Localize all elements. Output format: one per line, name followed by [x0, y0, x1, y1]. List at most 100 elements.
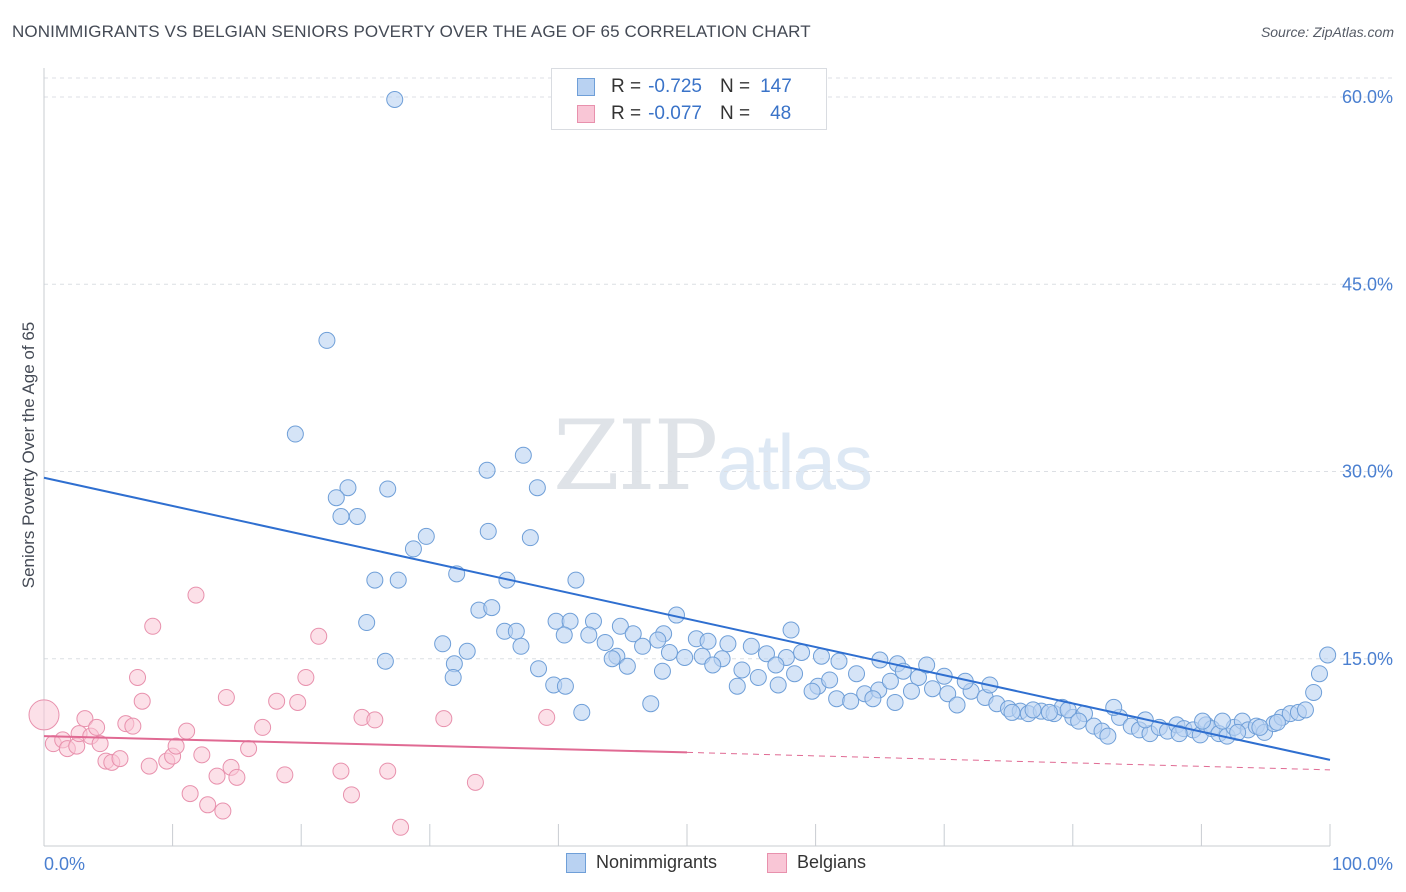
belgians-point: [124, 717, 142, 735]
nonimmigrants-point: [803, 682, 821, 700]
nonimmigrants-point: [634, 637, 652, 655]
stats-row-nonimmigrants: R = -0.725 N = 147: [552, 75, 792, 99]
stats-swatch-blue: [577, 78, 595, 96]
belgians-point: [76, 710, 94, 728]
x-tick-label: 0.0%: [44, 854, 85, 874]
belgians-point: [208, 767, 226, 785]
nonimmigrants-point: [886, 693, 904, 711]
belgians-point: [276, 766, 294, 784]
legend-label: Belgians: [797, 852, 867, 872]
belgians-point: [217, 688, 235, 706]
stats-swatch-pink: [577, 105, 595, 123]
nonimmigrants-point: [793, 644, 811, 662]
nonimmigrants-point: [555, 626, 573, 644]
nonimmigrants-point: [379, 480, 397, 498]
nonimmigrants-point: [521, 529, 539, 547]
y-axis-label: Seniors Poverty Over the Age of 65: [19, 321, 38, 589]
nonimmigrants-point: [848, 665, 866, 683]
y-tick-label: 15.0%: [1342, 649, 1393, 669]
nonimmigrants-point: [286, 425, 304, 443]
nonimmigrants-point: [749, 668, 767, 686]
belgians-point: [144, 617, 162, 635]
nonimmigrants-point: [611, 617, 629, 635]
nonimmigrants-point: [603, 650, 621, 668]
nonimmigrants-point: [699, 632, 717, 650]
nonimmigrants-point: [483, 599, 501, 617]
nonimmigrants-trend-line: [43, 476, 1331, 761]
nonimmigrants-point: [842, 692, 860, 710]
nonimmigrants-point: [1099, 727, 1117, 745]
nonimmigrants-point: [1003, 703, 1021, 721]
stats-r-value: -0.725: [648, 76, 702, 97]
stats-n-label: N =: [719, 103, 751, 124]
nonimmigrants-point: [348, 507, 366, 525]
nonimmigrants-point: [719, 635, 737, 653]
nonimmigrants-point: [1040, 703, 1058, 721]
legend-swatch-pink: [767, 852, 787, 873]
nonimmigrants-point: [434, 635, 452, 653]
y-tick-label: 30.0%: [1342, 462, 1393, 482]
nonimmigrants-point: [1213, 712, 1231, 730]
belgians-point: [310, 627, 328, 645]
nonimmigrants-point: [821, 671, 839, 689]
belgians-trend-line: [43, 735, 688, 754]
nonimmigrants-point: [924, 680, 942, 698]
stats-n-value: 147: [760, 76, 792, 97]
nonimmigrants-point: [332, 507, 350, 525]
nonimmigrants-point: [386, 90, 404, 108]
belgians-point: [181, 785, 199, 803]
nonimmigrants-point: [769, 676, 787, 694]
belgians-point: [332, 762, 350, 780]
belgians-point: [435, 710, 453, 728]
belgians-point: [228, 768, 246, 786]
nonimmigrants-point: [864, 690, 882, 708]
nonimmigrants-point: [733, 661, 751, 679]
nonimmigrants-point: [318, 331, 336, 349]
belgians-point: [28, 699, 60, 731]
nonimmigrants-point: [786, 665, 804, 683]
legend-item-nonimmigrants[interactable]: Nonimmigrants: [566, 852, 717, 873]
source-credit: Source: ZipAtlas.com: [1260, 24, 1394, 40]
belgians-point: [199, 796, 217, 814]
nonimmigrants-point: [881, 672, 899, 690]
legend-swatch-blue: [566, 852, 586, 873]
nonimmigrants-point: [742, 637, 760, 655]
nonimmigrants-point: [660, 644, 678, 662]
nonimmigrants-point: [828, 690, 846, 708]
stats-r-label: R =: [611, 76, 642, 97]
nonimmigrants-point: [1024, 701, 1042, 719]
nonimmigrants-point: [444, 668, 462, 686]
belgians-trend-extension: [686, 751, 1331, 771]
nonimmigrants-point: [1268, 713, 1286, 731]
nonimmigrants-point: [507, 622, 525, 640]
chart-legend: Nonimmigrants Belgians: [0, 852, 1406, 878]
belgians-point: [268, 692, 286, 710]
nonimmigrants-point: [902, 682, 920, 700]
nonimmigrants-point: [1305, 683, 1323, 701]
belgians-point: [140, 757, 158, 775]
belgians-point: [178, 722, 196, 740]
legend-item-belgians[interactable]: Belgians: [767, 852, 866, 873]
belgians-point: [214, 802, 232, 820]
nonimmigrants-point: [1251, 718, 1269, 736]
nonimmigrants-point: [1194, 712, 1212, 730]
nonimmigrants-point: [567, 571, 585, 589]
belgians-point: [392, 818, 410, 836]
stats-row-belgians: R = -0.077 N = 48: [552, 102, 791, 126]
belgians-point: [133, 692, 151, 710]
nonimmigrants-point: [389, 571, 407, 589]
belgians-point: [297, 668, 315, 686]
belgians-point: [129, 668, 147, 686]
nonimmigrants-point: [939, 685, 957, 703]
belgians-point: [187, 586, 205, 604]
nonimmigrants-point: [676, 649, 694, 667]
nonimmigrants-point: [1319, 646, 1337, 664]
nonimmigrants-point: [642, 695, 660, 713]
nonimmigrants-point: [1070, 712, 1088, 730]
correlation-stats-box: R = -0.725 N = 147 R = -0.077 N = 48: [551, 68, 827, 130]
nonimmigrants-point: [358, 614, 376, 632]
nonimmigrants-point: [782, 621, 800, 639]
nonimmigrants-point: [918, 656, 936, 674]
nonimmigrants-point: [653, 662, 671, 680]
nonimmigrants-point: [458, 642, 476, 660]
